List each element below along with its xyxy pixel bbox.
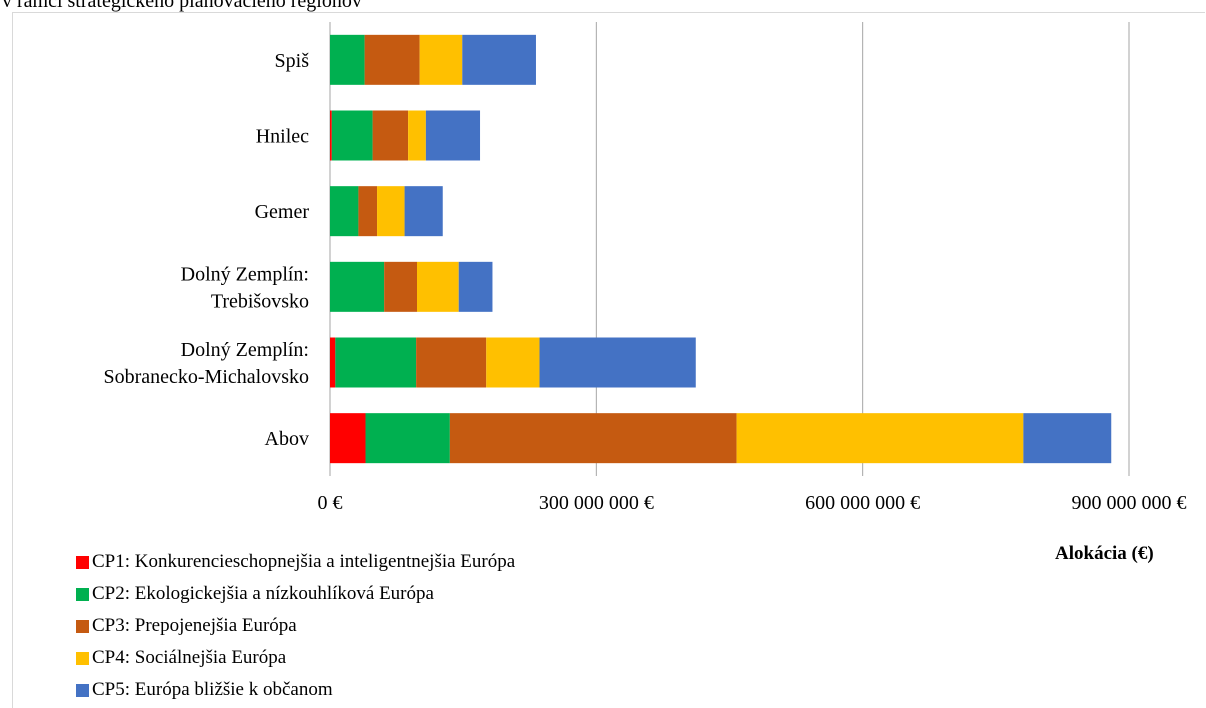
bar-segment bbox=[384, 261, 418, 312]
x-axis-title: Alokácia (€) bbox=[1055, 543, 1154, 564]
bar-segment bbox=[335, 337, 417, 388]
legend-swatch bbox=[76, 683, 89, 697]
category-label: Dolný Zemplín: Trebišovsko bbox=[181, 263, 309, 312]
bar-segment bbox=[416, 337, 487, 388]
legend-item: CP1: Konkurencieschopnejšia a inteligent… bbox=[76, 546, 515, 578]
bar-segment bbox=[372, 110, 409, 161]
bar-segment bbox=[377, 186, 405, 237]
bar-segment bbox=[486, 337, 540, 388]
legend-label: CP4: Sociálnejšia Európa bbox=[92, 647, 287, 668]
bar-segment bbox=[365, 413, 450, 464]
category-label: Dolný Zemplín: Sobranecko-Michalovsko bbox=[103, 339, 309, 388]
legend-swatch bbox=[76, 555, 89, 569]
bar-segment bbox=[419, 34, 463, 85]
bar-segment bbox=[364, 34, 420, 85]
tick-label: 900 000 000 € bbox=[1072, 492, 1187, 514]
legend-label: CP3: Prepojenejšia Európa bbox=[92, 615, 297, 636]
bar-segment bbox=[330, 34, 365, 85]
bar-segment bbox=[330, 413, 366, 464]
bar-segment bbox=[330, 186, 359, 237]
bar-segment bbox=[736, 413, 1024, 464]
bar-segment bbox=[458, 261, 493, 312]
bar-segment bbox=[417, 261, 459, 312]
bar-segment bbox=[539, 337, 696, 388]
bars bbox=[330, 34, 1112, 464]
legend-item: CP4: Sociálnejšia Európa bbox=[76, 642, 515, 674]
bar-segment bbox=[330, 261, 385, 312]
category-label: Spiš bbox=[275, 50, 310, 72]
bar-segment bbox=[408, 110, 426, 161]
tick-label: 300 000 000 € bbox=[539, 492, 654, 514]
tick-label: 0 € bbox=[318, 492, 343, 514]
category-label: Abov bbox=[265, 428, 309, 450]
bar-segment bbox=[330, 337, 336, 388]
bar-segment bbox=[330, 110, 332, 161]
bar-segment bbox=[358, 186, 378, 237]
legend-swatch bbox=[76, 619, 89, 633]
category-label: Hnilec bbox=[256, 126, 309, 148]
category-labels: Spiš Hnilec Gemer Dolný Zemplín: Trebišovsko… bbox=[103, 50, 309, 450]
tick-labels: 0 € 300 000 000 € 600 000 000 € 900 000 000… bbox=[318, 492, 1187, 514]
chart-caption: v rámci strategického plánovacieho regió… bbox=[2, 0, 362, 12]
legend-label: CP2: Ekologickejšia a nízkouhlíková Euró… bbox=[92, 583, 434, 604]
tick-label: 600 000 000 € bbox=[805, 492, 920, 514]
legend-item: CP2: Ekologickejšia a nízkouhlíková Euró… bbox=[76, 578, 515, 610]
legend-swatch bbox=[76, 587, 89, 601]
bar-segment bbox=[449, 413, 737, 464]
legend: CP1: Konkurencieschopnejšia a inteligent… bbox=[76, 546, 515, 706]
category-label: Gemer bbox=[255, 201, 310, 223]
gridlines bbox=[329, 22, 1130, 476]
legend-item: CP3: Prepojenejšia Európa bbox=[76, 610, 515, 642]
bar-segment bbox=[331, 110, 373, 161]
bar-segment bbox=[1023, 413, 1112, 464]
legend-label: CP5: Európa bližšie k občanom bbox=[92, 679, 333, 700]
bar-segment bbox=[404, 186, 443, 237]
legend-item: CP5: Európa bližšie k občanom bbox=[76, 674, 515, 706]
legend-label: CP1: Konkurencieschopnejšia a inteligent… bbox=[92, 551, 516, 572]
bar-segment bbox=[425, 110, 481, 161]
bar-segment bbox=[462, 34, 536, 85]
chart-frame bbox=[12, 12, 1205, 708]
legend-swatch bbox=[76, 651, 89, 665]
